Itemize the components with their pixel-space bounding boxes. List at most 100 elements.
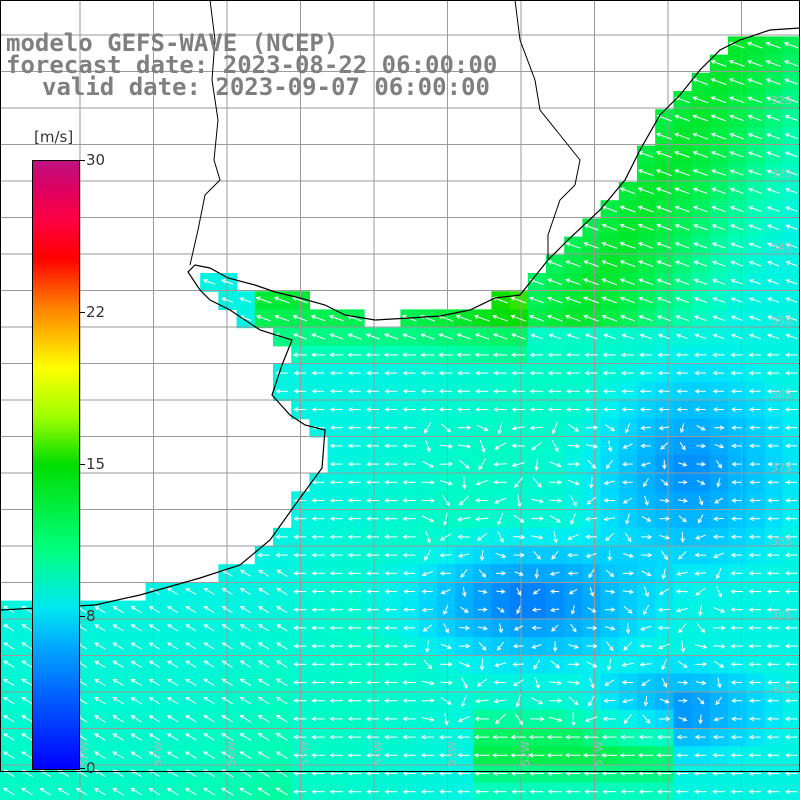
wind-arrow	[584, 516, 598, 522]
wind-arrow	[148, 606, 160, 614]
wind-arrow	[622, 570, 635, 576]
wind-arrow	[39, 787, 52, 796]
wind-arrow	[766, 534, 779, 540]
river-border-line	[189, 0, 221, 266]
wind-arrow	[366, 443, 379, 449]
wind-arrow	[583, 314, 600, 322]
wind-arrow	[766, 625, 780, 631]
wind-arrow	[274, 314, 290, 322]
wind-arrow	[568, 423, 580, 432]
wind-arrow	[567, 570, 578, 576]
wind-arrow	[692, 96, 709, 104]
wind-arrow	[498, 623, 504, 634]
wind-arrow	[619, 223, 636, 231]
wind-arrow	[257, 569, 270, 577]
wind-arrow	[329, 534, 343, 540]
wind-arrow	[478, 458, 486, 471]
wind-arrow	[784, 680, 798, 685]
wind-arrow	[748, 789, 762, 795]
wind-arrow	[620, 314, 635, 322]
colorbar: [m/s] 30 22 15 8 0	[6, 125, 106, 795]
wind-arrow	[293, 607, 307, 613]
wind-arrow	[602, 388, 616, 394]
wind-arrow	[586, 625, 598, 631]
wind-arrow	[621, 480, 633, 485]
wind-arrow	[603, 498, 616, 503]
wind-arrow	[546, 296, 563, 304]
wind-arrow	[402, 425, 416, 431]
wind-arrow	[693, 315, 707, 322]
wind-arrow	[511, 425, 525, 431]
wind-arrow	[422, 624, 433, 632]
wind-arrow	[712, 352, 725, 358]
wind-arrow	[765, 78, 781, 85]
wind-arrow	[583, 296, 600, 304]
wind-arrow	[112, 606, 124, 614]
wind-arrow	[492, 771, 508, 776]
wind-arrow	[475, 370, 489, 376]
wind-arrow	[676, 370, 688, 376]
colorbar-tick-8: 8	[86, 607, 96, 625]
wind-arrow	[492, 314, 509, 322]
wind-arrow	[784, 570, 798, 576]
wind-arrow	[729, 114, 745, 122]
wind-arrow	[293, 516, 307, 522]
wind-arrow	[402, 680, 416, 685]
wind-arrow	[694, 370, 707, 376]
wind-arrow	[3, 733, 15, 741]
wind-arrow	[476, 678, 488, 687]
wind-arrow	[366, 516, 380, 522]
wind-arrow	[730, 661, 743, 667]
wind-arrow	[766, 680, 780, 685]
wind-arrow	[586, 643, 598, 649]
wind-arrow	[549, 514, 561, 523]
wind-arrow	[583, 734, 599, 740]
wind-arrow	[130, 678, 142, 687]
wind-arrow	[257, 678, 270, 687]
wind-arrow	[420, 789, 434, 795]
wind-arrow	[730, 352, 743, 358]
wind-arrow	[674, 114, 691, 122]
wind-arrow	[510, 314, 527, 322]
wind-arrow	[477, 589, 488, 595]
border-line	[514, 0, 581, 260]
wind-arrow	[329, 716, 343, 722]
wind-arrow	[659, 516, 671, 522]
wind-arrow	[547, 260, 563, 267]
wind-arrow	[766, 716, 779, 722]
wind-arrow	[184, 751, 197, 760]
wind-arrow	[365, 552, 380, 558]
wind-arrow	[494, 442, 507, 450]
wind-arrow	[221, 606, 233, 614]
wind-arrow	[656, 789, 671, 795]
wind-arrow	[767, 461, 779, 467]
wind-arrow	[512, 662, 525, 667]
wind-arrow	[619, 752, 636, 758]
wind-arrow	[622, 589, 634, 595]
wind-arrow	[420, 352, 435, 358]
wind-arrow	[693, 224, 708, 231]
wind-arrow	[713, 643, 726, 649]
wind-arrow	[622, 497, 633, 504]
wind-arrow	[748, 534, 761, 540]
wind-arrow	[311, 407, 325, 412]
wind-arrow	[185, 624, 197, 632]
wind-arrow	[730, 315, 743, 321]
wind-arrow	[459, 459, 470, 469]
wind-arrow	[532, 588, 541, 595]
wind-arrow	[533, 551, 542, 560]
wind-arrow	[239, 751, 252, 760]
wind-arrow	[785, 425, 798, 431]
wind-arrow	[674, 205, 690, 213]
wind-arrow	[621, 461, 633, 467]
wind-arrow	[584, 789, 598, 795]
wind-arrow	[586, 496, 597, 505]
wind-arrow	[496, 641, 504, 651]
wind-arrow	[384, 443, 398, 449]
wind-arrow	[766, 169, 780, 176]
wind-arrow	[275, 696, 288, 705]
wind-arrow	[619, 278, 636, 286]
wind-arrow	[588, 476, 594, 489]
wind-arrow	[547, 370, 562, 376]
wind-arrow	[94, 678, 106, 687]
